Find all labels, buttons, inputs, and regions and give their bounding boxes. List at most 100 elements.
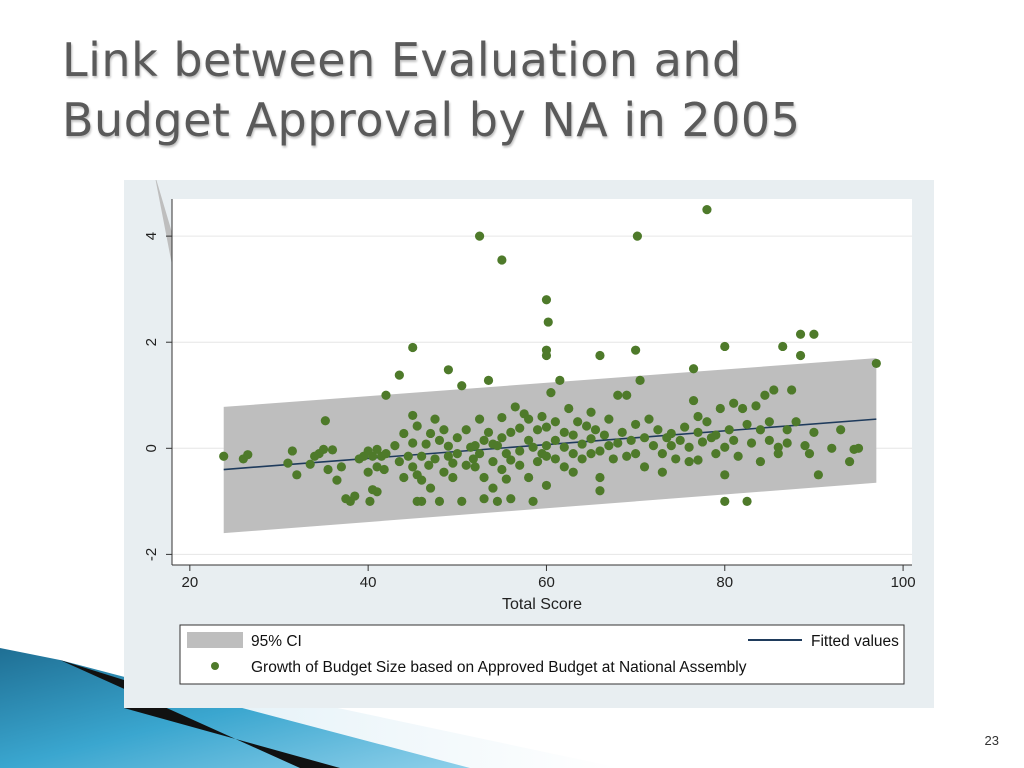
data-point: [702, 417, 712, 427]
data-point: [559, 427, 569, 437]
data-point: [448, 472, 458, 483]
data-point: [336, 462, 346, 472]
data-point: [350, 491, 360, 501]
data-point: [479, 494, 489, 504]
data-point: [622, 390, 632, 400]
x-tick-label: 80: [716, 574, 733, 591]
data-point: [543, 317, 553, 327]
data-point: [653, 425, 663, 435]
data-point: [680, 422, 690, 432]
data-point: [483, 427, 494, 437]
data-point: [439, 467, 449, 477]
data-point: [439, 425, 449, 435]
data-point: [541, 480, 552, 491]
data-point: [510, 402, 520, 412]
data-point: [613, 390, 623, 400]
data-point: [408, 462, 418, 472]
data-point: [813, 470, 823, 480]
data-point: [622, 451, 632, 461]
data-point: [524, 472, 534, 483]
data-point: [461, 460, 471, 470]
data-point: [515, 446, 525, 456]
data-point: [595, 486, 605, 496]
data-point: [524, 414, 534, 424]
data-point: [778, 341, 788, 352]
data-point: [532, 456, 543, 467]
legend-fitted-label: Fitted values: [811, 633, 899, 650]
data-point: [394, 456, 404, 467]
data-point: [365, 496, 375, 506]
data-point: [394, 370, 404, 380]
data-point: [448, 458, 458, 468]
data-point: [751, 401, 761, 411]
data-point: [626, 435, 636, 445]
data-point: [390, 441, 400, 451]
data-point: [468, 454, 478, 464]
data-point: [764, 417, 774, 427]
data-point: [711, 449, 721, 459]
data-point: [550, 435, 560, 445]
page-number: 23: [984, 733, 999, 748]
data-point: [639, 433, 650, 443]
data-point: [515, 460, 525, 470]
data-point: [595, 472, 605, 483]
legend: 95% CI Fitted values Growth of Budget Si…: [179, 624, 905, 685]
data-point: [474, 231, 485, 241]
data-point: [836, 425, 846, 435]
data-point: [408, 410, 418, 421]
data-point: [617, 427, 627, 437]
legend-box: [179, 624, 905, 685]
data-point: [483, 375, 494, 386]
data-point: [541, 451, 552, 461]
data-point: [305, 459, 315, 469]
data-point: [443, 451, 453, 461]
data-point: [524, 435, 534, 445]
data-point: [537, 411, 547, 422]
data-point: [577, 454, 587, 464]
data-point: [550, 454, 560, 464]
data-point: [443, 365, 453, 375]
data-point: [425, 483, 436, 493]
data-point: [804, 449, 815, 459]
data-point: [755, 456, 766, 467]
data-point: [243, 450, 253, 460]
data-point: [599, 430, 610, 440]
data-point: [720, 496, 730, 506]
data-point: [372, 444, 382, 454]
data-point: [323, 464, 333, 475]
data-point: [586, 407, 596, 417]
data-point: [430, 454, 440, 464]
data-point: [424, 460, 434, 470]
data-point: [742, 419, 752, 430]
data-point: [577, 439, 587, 449]
data-point: [844, 456, 855, 467]
data-point: [219, 451, 229, 461]
data-point: [283, 458, 293, 468]
data-point: [800, 441, 810, 451]
data-point: [782, 425, 792, 435]
data-point: [729, 435, 739, 445]
data-point: [408, 438, 418, 448]
scatter-chart: 20 40 60 80 100 -2 0 2 4 Total Score 95% CI Fitt…: [143, 180, 916, 685]
data-point: [764, 435, 774, 445]
data-point: [443, 441, 453, 451]
legend-points-label: Growth of Budget Size based on Approved …: [251, 659, 747, 676]
chart-panel: 20 40 60 80 100 -2 0 2 4 Total Score 95% CI Fitt…: [124, 180, 934, 708]
data-point: [320, 416, 330, 426]
decor-dark-ribbon: [60, 660, 340, 768]
data-point: [412, 421, 422, 431]
legend-ci-label: 95% CI: [251, 633, 302, 650]
data-point: [795, 350, 806, 361]
data-point: [755, 425, 766, 435]
data-point: [461, 425, 471, 435]
data-point: [604, 441, 614, 451]
data-point: [586, 434, 596, 444]
data-point: [697, 437, 708, 447]
data-point: [568, 449, 578, 459]
data-point: [506, 494, 516, 504]
data-point: [631, 345, 641, 355]
data-point: [488, 456, 498, 467]
data-point: [742, 496, 752, 506]
data-point: [724, 425, 734, 435]
data-point: [555, 375, 565, 386]
